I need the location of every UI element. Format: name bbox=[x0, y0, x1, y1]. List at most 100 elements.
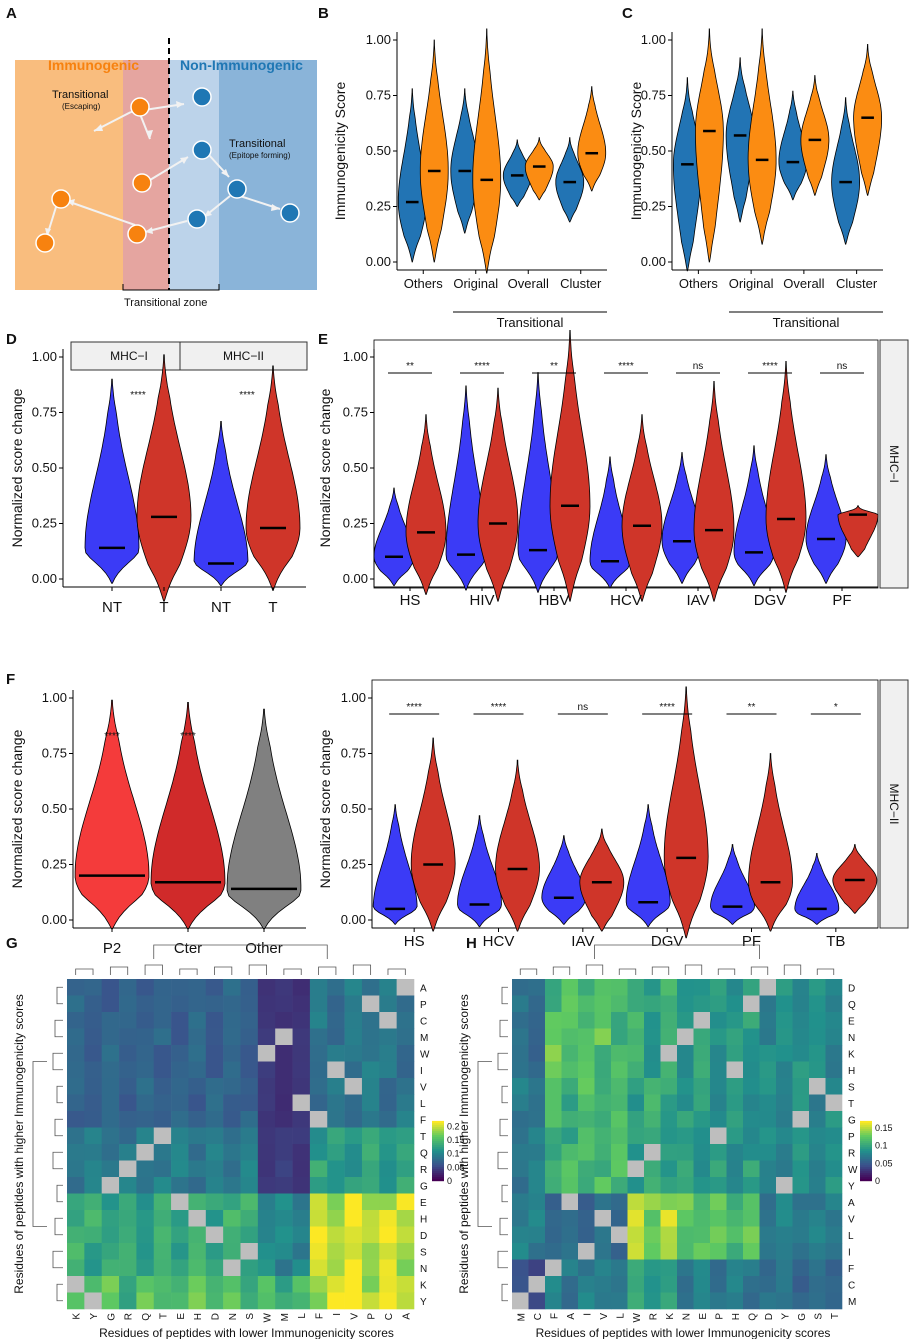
heatmap-cell bbox=[726, 1210, 744, 1227]
heatmap-cell bbox=[327, 1144, 345, 1161]
heatmap-cell bbox=[545, 1028, 562, 1046]
heatmap-cell bbox=[561, 1028, 579, 1046]
heatmap-cell bbox=[257, 1243, 276, 1260]
heatmap-cell bbox=[396, 995, 415, 1013]
heatmap-cell bbox=[660, 1045, 678, 1062]
heatmap-cell bbox=[594, 1127, 612, 1145]
heatmap-cell bbox=[660, 1193, 678, 1211]
heatmap-cell bbox=[240, 1028, 259, 1046]
heatmap-cell bbox=[240, 1144, 259, 1161]
heatmap-cell bbox=[136, 979, 155, 996]
heatmap-cell bbox=[188, 1160, 207, 1178]
column-dendrogram-root bbox=[153, 944, 328, 959]
heatmap-cell bbox=[119, 1094, 137, 1112]
heatmap-cell bbox=[578, 1292, 595, 1310]
row-label-v: V bbox=[420, 1082, 427, 1093]
heatmap-cell bbox=[84, 1045, 102, 1062]
heatmap-cell bbox=[561, 1012, 579, 1029]
heatmap-cell bbox=[257, 979, 276, 996]
heatmap-cell bbox=[545, 1259, 562, 1277]
heatmap-cell bbox=[223, 1045, 241, 1062]
row-label-c: C bbox=[848, 1280, 855, 1291]
y-tick-label: 0.75 bbox=[366, 88, 391, 103]
node-orange bbox=[51, 189, 71, 209]
heatmap-cell bbox=[528, 1276, 546, 1293]
heatmap-cell bbox=[257, 1160, 276, 1178]
significance-label: ns bbox=[578, 702, 589, 713]
heatmap-cell bbox=[171, 1243, 189, 1260]
heatmap-cell bbox=[792, 1160, 810, 1178]
heatmap-cell bbox=[275, 1045, 293, 1062]
heatmap-cell bbox=[257, 1127, 276, 1145]
heatmap-cell bbox=[528, 1094, 546, 1112]
heatmap-cell bbox=[660, 979, 678, 996]
heatmap-cell bbox=[792, 1028, 810, 1046]
col-label-k: K bbox=[665, 1313, 676, 1320]
heatmap-cell bbox=[693, 1160, 711, 1178]
legend-gradient-step bbox=[860, 1176, 872, 1180]
heatmap-cell bbox=[240, 1210, 259, 1227]
row-dendrogram-branch bbox=[56, 1283, 63, 1302]
heatmap-cell bbox=[660, 1012, 678, 1029]
heatmap-cell bbox=[361, 1012, 380, 1029]
violin-nt-pf bbox=[805, 454, 847, 584]
heatmap-cell bbox=[726, 1094, 744, 1112]
heatmap-cell bbox=[67, 1144, 85, 1161]
heatmap-cell bbox=[275, 1028, 293, 1046]
heatmap-cell bbox=[171, 1061, 189, 1079]
heatmap-cell bbox=[677, 1243, 694, 1260]
heatmap-cell bbox=[809, 1012, 826, 1029]
legend-gradient-step bbox=[860, 1120, 872, 1124]
heatmap-cell bbox=[171, 1193, 189, 1211]
col-label-w: W bbox=[263, 1312, 274, 1322]
heatmap-cell bbox=[327, 1210, 345, 1227]
x-tick-label-nt: NT bbox=[211, 599, 231, 616]
violin-nt-hcv bbox=[457, 815, 502, 928]
heatmap-cell bbox=[611, 1160, 628, 1178]
heatmap-cell bbox=[171, 1094, 189, 1112]
column-dendrogram-branch bbox=[585, 964, 604, 975]
violin-t-dgv bbox=[765, 361, 807, 593]
heatmap-cell bbox=[528, 1226, 546, 1244]
heatmap-cell bbox=[561, 1111, 579, 1128]
y-tick-label: 0.25 bbox=[341, 857, 366, 872]
legend-tick-label: 0 bbox=[447, 1176, 452, 1186]
col-label-m: M bbox=[516, 1313, 527, 1321]
y-tick-label: 0.25 bbox=[366, 199, 391, 214]
heatmap-cell bbox=[561, 1160, 579, 1178]
heatmap-cell bbox=[257, 1226, 276, 1244]
heatmap-cell bbox=[561, 1094, 579, 1112]
x-tick-label-tb: TB bbox=[826, 933, 845, 950]
column-dendrogram-branch bbox=[283, 968, 302, 975]
heatmap-cell bbox=[205, 1276, 224, 1293]
heatmap-cell bbox=[136, 995, 155, 1013]
significance-label: **** bbox=[130, 390, 146, 401]
heatmap-cell bbox=[726, 1111, 744, 1128]
legend-tick-label: 0.05 bbox=[875, 1158, 893, 1168]
heatmap-cell bbox=[809, 1045, 826, 1062]
heatmap-cell bbox=[292, 1259, 311, 1277]
heatmap-cell bbox=[545, 1243, 562, 1260]
heatmap-cell bbox=[578, 979, 595, 996]
row-dendrogram-branch bbox=[52, 1151, 63, 1170]
heatmap-cell bbox=[101, 1160, 120, 1178]
heatmap-cell bbox=[153, 1144, 172, 1161]
heatmap-cell bbox=[578, 1276, 595, 1293]
heatmap-cell bbox=[710, 1177, 727, 1194]
heatmap-cell bbox=[240, 1094, 259, 1112]
heatmap-cell bbox=[677, 1012, 694, 1029]
heatmap-cell bbox=[809, 1111, 826, 1128]
heatmap-cell bbox=[344, 979, 363, 996]
heatmap-cell bbox=[67, 1243, 85, 1260]
heatmap-cell bbox=[627, 1226, 645, 1244]
facet-strip bbox=[179, 341, 308, 371]
heatmap-cell bbox=[594, 1276, 612, 1293]
legend-gradient-step bbox=[432, 1164, 444, 1168]
heatmap-cell bbox=[153, 1061, 172, 1079]
heatmap-cell bbox=[223, 1012, 241, 1029]
heatmap-cell bbox=[379, 1012, 397, 1029]
heatmap-cell bbox=[528, 1045, 546, 1062]
heatmap-cell bbox=[743, 1259, 760, 1277]
heatmap-cell bbox=[153, 1193, 172, 1211]
